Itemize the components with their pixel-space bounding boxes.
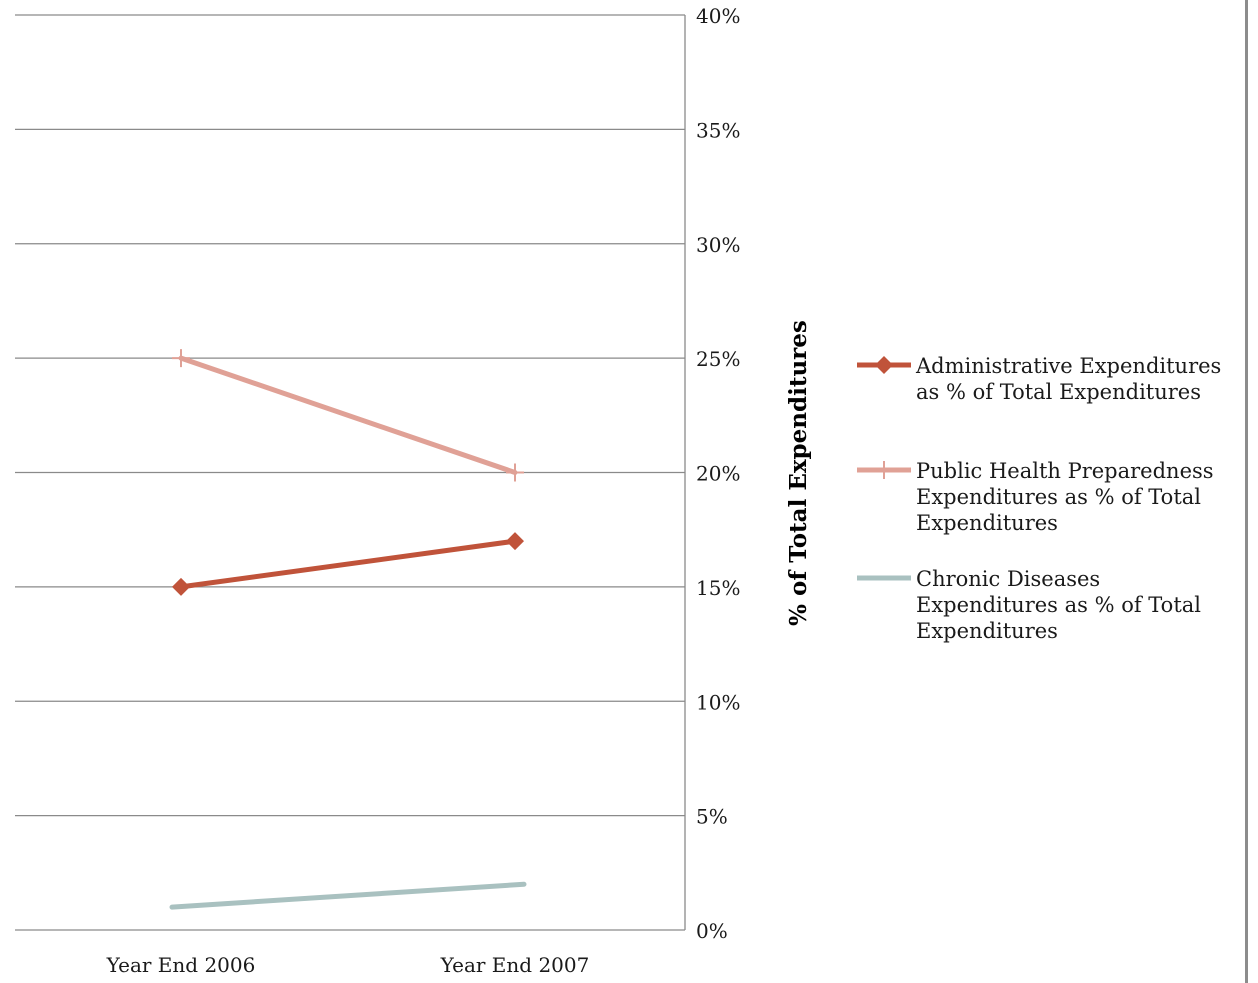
series-lines bbox=[169, 349, 527, 910]
series-line bbox=[178, 355, 518, 475]
y-tick-label: 25% bbox=[696, 347, 740, 371]
legend-label: Administrative Expenditures as % of Total… bbox=[915, 354, 1221, 404]
right-border bbox=[1245, 0, 1248, 983]
legend-marker bbox=[875, 356, 893, 374]
y-tick-label: 30% bbox=[696, 233, 740, 257]
y-tick-label: 40% bbox=[696, 4, 740, 28]
legend-marker bbox=[875, 461, 893, 479]
y-tick-labels: 0% 5% 10% 15% 20% 25% 30% 35% 40% bbox=[696, 4, 740, 943]
y-tick-label: 20% bbox=[696, 462, 740, 486]
y-axis-title: % of Total Expenditures bbox=[785, 320, 812, 626]
legend-label: Public Health Preparedness Expenditures a… bbox=[916, 459, 1214, 535]
series-line bbox=[169, 881, 527, 910]
y-tick-label: 10% bbox=[696, 690, 740, 714]
legend: Administrative Expenditures as % of Total… bbox=[857, 354, 1221, 643]
series-line bbox=[178, 538, 518, 590]
y-tick-label: 0% bbox=[696, 919, 728, 943]
data-point-diamond bbox=[172, 577, 190, 596]
data-point-plus bbox=[172, 349, 190, 368]
legend-label: Chronic Diseases Expenditures as % of Tot… bbox=[916, 567, 1201, 643]
x-tick-label: Year End 2006 bbox=[106, 953, 256, 977]
data-point-plus bbox=[506, 463, 524, 482]
x-tick-label: Year End 2007 bbox=[440, 953, 590, 977]
gridlines bbox=[15, 14, 686, 931]
y-tick-label: 5% bbox=[696, 805, 728, 829]
data-point-diamond bbox=[506, 532, 524, 551]
y-tick-label: 35% bbox=[696, 118, 740, 142]
y-tick-label: 15% bbox=[696, 576, 740, 600]
x-tick-labels: Year End 2006 Year End 2007 bbox=[106, 953, 590, 977]
